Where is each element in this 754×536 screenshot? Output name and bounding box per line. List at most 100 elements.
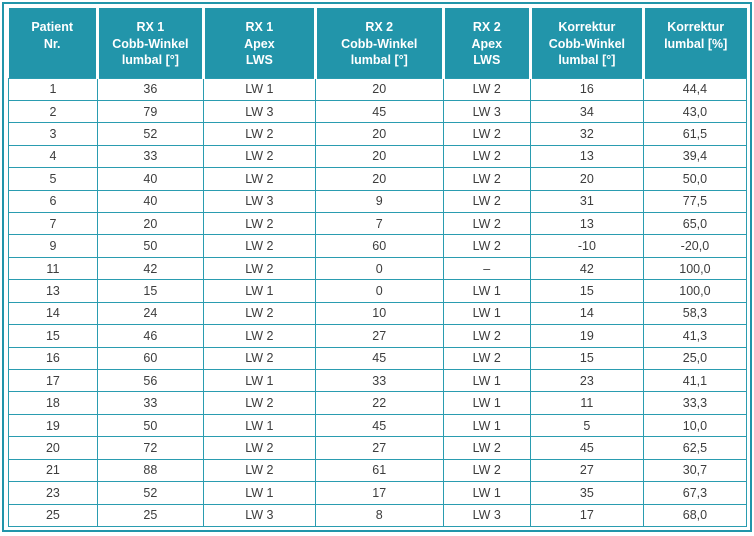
cell-korrektur_cobb: 16: [529, 77, 644, 101]
cell-rx2_apex: LW 3: [442, 503, 531, 528]
cell-rx2_cobb: 45: [314, 99, 444, 124]
table-row: 1 36 LW 1 20 LW 2 16 44,4: [8, 77, 748, 101]
cell-rx2_cobb: 61: [314, 458, 444, 483]
table-row: 14 24 LW 2 10 LW 1 14 58,3: [8, 301, 748, 326]
cell-rx2_apex: LW 1: [442, 391, 531, 415]
cell-korrektur_pct: 30,7: [642, 458, 748, 483]
cell-rx2_apex: LW 2: [442, 346, 531, 370]
table-header-row: Patient Nr. RX 1 Cobb-Winkel lumbal [°] RX…: [8, 8, 747, 78]
cell-korrektur_pct: 39,4: [642, 144, 748, 169]
cell-rx2_apex: LW 2: [442, 436, 531, 460]
cell-rx2_apex: LW 2: [442, 189, 531, 214]
cell-korrektur_cobb: 34: [529, 99, 644, 124]
cell-rx2_cobb: 7: [314, 212, 444, 236]
column-header-rx2_apex: RX 2 Apex LWS: [441, 8, 532, 78]
cell-rx1_cobb: 25: [96, 503, 204, 528]
cell-korrektur_pct: 68,0: [642, 503, 748, 528]
cell-rx1_apex: LW 2: [202, 122, 316, 146]
cell-korrektur_cobb: 31: [529, 189, 644, 214]
cell-patient_nr: 14: [8, 301, 98, 326]
cell-rx1_cobb: 15: [96, 279, 204, 303]
table-row: 23 52 LW 1 17 LW 1 35 67,3: [8, 481, 748, 505]
cell-rx1_apex: LW 1: [202, 368, 316, 393]
table-row: 18 33 LW 2 22 LW 1 11 33,3: [8, 391, 748, 415]
cell-korrektur_pct: 41,1: [642, 368, 748, 393]
cell-rx2_apex: LW 1: [442, 279, 531, 303]
table-header: Patient Nr. RX 1 Cobb-Winkel lumbal [°] RX…: [8, 8, 747, 78]
cell-korrektur_pct: 10,0: [642, 413, 748, 438]
cell-patient_nr: 11: [8, 256, 98, 281]
cell-patient_nr: 21: [8, 458, 98, 483]
cell-rx1_cobb: 50: [96, 413, 204, 438]
cell-korrektur_cobb: 35: [529, 481, 644, 505]
cell-rx1_apex: LW 2: [202, 391, 316, 415]
cell-korrektur_cobb: 42: [529, 256, 644, 281]
cell-rx2_cobb: 17: [314, 481, 444, 505]
column-header-korrektur_cobb: Korrektur Cobb-Winkel lumbal [°]: [528, 8, 645, 78]
cell-rx1_cobb: 24: [96, 301, 204, 326]
cell-rx1_cobb: 88: [96, 458, 204, 483]
table-row: 4 33 LW 2 20 LW 2 13 39,4: [8, 144, 748, 169]
cell-patient_nr: 25: [8, 503, 98, 528]
cell-patient_nr: 17: [8, 368, 98, 393]
cell-korrektur_cobb: 32: [529, 122, 644, 146]
cell-rx2_apex: LW 2: [442, 122, 531, 146]
cell-patient_nr: 4: [8, 144, 98, 169]
cell-rx1_apex: LW 1: [202, 481, 316, 505]
table-row: 5 40 LW 2 20 LW 2 20 50,0: [8, 167, 748, 191]
cell-patient_nr: 5: [8, 167, 98, 191]
cell-korrektur_pct: 44,4: [642, 77, 748, 101]
cell-rx2_cobb: 60: [314, 234, 444, 258]
table-row: 6 40 LW 3 9 LW 2 31 77,5: [8, 189, 748, 214]
cell-rx1_apex: LW 2: [202, 167, 316, 191]
cell-korrektur_cobb: 17: [529, 503, 644, 528]
cell-korrektur_pct: 67,3: [642, 481, 748, 505]
column-header-rx1_cobb: RX 1 Cobb-Winkel lumbal [°]: [95, 8, 205, 78]
cell-rx1_cobb: 52: [96, 122, 204, 146]
cell-rx1_apex: LW 2: [202, 346, 316, 370]
cell-rx1_cobb: 52: [96, 481, 204, 505]
cell-rx2_cobb: 20: [314, 77, 444, 101]
table-row: 21 88 LW 2 61 LW 2 27 30,7: [8, 458, 748, 483]
cell-rx1_apex: LW 3: [202, 189, 316, 214]
column-header-patient_nr: Patient Nr.: [8, 8, 99, 78]
cell-korrektur_pct: 33,3: [642, 391, 748, 415]
cell-rx1_apex: LW 1: [202, 413, 316, 438]
cell-korrektur_pct: 43,0: [642, 99, 748, 124]
cell-rx2_cobb: 45: [314, 346, 444, 370]
column-header-rx2_cobb: RX 2 Cobb-Winkel lumbal [°]: [313, 8, 445, 78]
cell-korrektur_pct: 100,0: [642, 279, 748, 303]
cell-patient_nr: 23: [8, 481, 98, 505]
table-row: 16 60 LW 2 45 LW 2 15 25,0: [8, 346, 748, 370]
cell-patient_nr: 20: [8, 436, 98, 460]
cell-rx1_cobb: 33: [96, 144, 204, 169]
table-row: 20 72 LW 2 27 LW 2 45 62,5: [8, 436, 748, 460]
cell-rx2_cobb: 0: [314, 256, 444, 281]
cell-korrektur_pct: 65,0: [642, 212, 748, 236]
cell-rx2_apex: LW 3: [442, 99, 531, 124]
cell-rx2_cobb: 9: [314, 189, 444, 214]
cell-rx2_cobb: 20: [314, 167, 444, 191]
table-row: 3 52 LW 2 20 LW 2 32 61,5: [8, 122, 748, 146]
table-body: 1 36 LW 1 20 LW 2 16 44,4 2 79 LW 3 45 LW 3 34 43,0 3 5…: [8, 77, 748, 528]
cell-rx1_apex: LW 2: [202, 436, 316, 460]
table-row: 17 56 LW 1 33 LW 1 23 41,1: [8, 368, 748, 393]
cell-rx2_apex: LW 2: [442, 324, 531, 348]
cell-rx2_cobb: 0: [314, 279, 444, 303]
cell-rx1_cobb: 40: [96, 167, 204, 191]
cell-rx1_cobb: 33: [96, 391, 204, 415]
cell-korrektur_pct: 25,0: [642, 346, 748, 370]
cell-rx1_cobb: 72: [96, 436, 204, 460]
cell-rx1_cobb: 60: [96, 346, 204, 370]
cell-korrektur_pct: 41,3: [642, 324, 748, 348]
cell-patient_nr: 16: [8, 346, 98, 370]
cell-korrektur_pct: 61,5: [642, 122, 748, 146]
cell-rx1_cobb: 42: [96, 256, 204, 281]
cell-rx2_cobb: 45: [314, 413, 444, 438]
cell-patient_nr: 15: [8, 324, 98, 348]
table-row: 15 46 LW 2 27 LW 2 19 41,3: [8, 324, 748, 348]
cell-rx2_cobb: 20: [314, 122, 444, 146]
cell-rx1_cobb: 40: [96, 189, 204, 214]
cell-korrektur_cobb: 23: [529, 368, 644, 393]
